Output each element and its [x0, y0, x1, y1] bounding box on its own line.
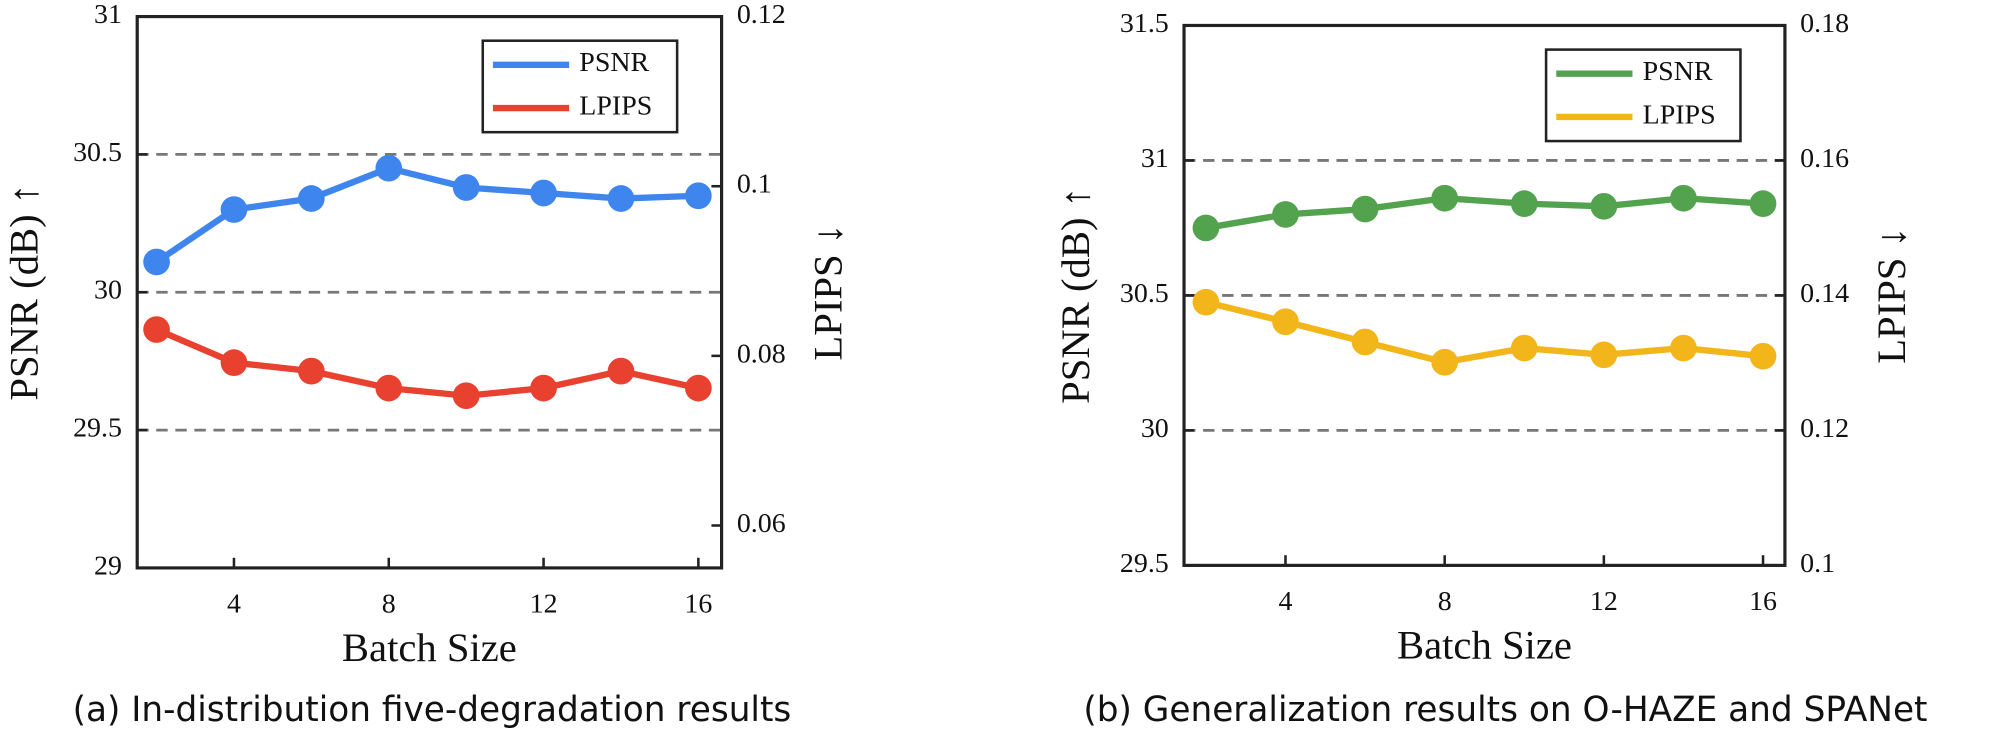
y-tick-label: 31 [94, 0, 122, 30]
y2-tick-label: 0.1 [1800, 548, 1835, 579]
legend-label: LPIPS [1643, 99, 1716, 130]
legend-label: PSNR [1643, 56, 1713, 87]
marker [452, 382, 480, 410]
marker [1670, 184, 1697, 212]
marker [143, 248, 170, 276]
y2-axis-title: LPIPS ↓ [805, 224, 850, 361]
y-axis-title: PSNR (dB) ↑ [1053, 187, 1098, 404]
marker [1590, 192, 1618, 220]
marker [1510, 190, 1538, 217]
x-tick-label: 4 [1279, 586, 1293, 617]
y-tick-label: 31.5 [1120, 8, 1169, 39]
y2-tick-label: 0.1 [737, 169, 772, 200]
x-tick-label: 12 [1590, 586, 1618, 617]
y-tick-label: 30 [1141, 413, 1169, 444]
y2-axis-title: LPIPS ↓ [1869, 227, 1914, 364]
x-tick-label: 12 [530, 588, 558, 619]
marker [1749, 190, 1777, 217]
marker [607, 185, 635, 212]
marker [1192, 214, 1220, 242]
marker [685, 182, 712, 210]
y-tick-label: 29 [94, 550, 122, 581]
caption: (a) In-distribution five-degradation res… [73, 690, 792, 730]
marker [375, 154, 403, 182]
y2-tick-label: 0.16 [1800, 143, 1849, 174]
marker [1590, 341, 1618, 369]
marker [530, 374, 557, 402]
y-tick-label: 31 [1141, 143, 1169, 174]
marker [530, 179, 557, 207]
marker [143, 316, 170, 343]
marker [1351, 195, 1379, 223]
marker [298, 185, 325, 212]
legend-label: LPIPS [579, 90, 652, 121]
marker [298, 357, 325, 385]
marker [375, 374, 403, 402]
marker [452, 174, 480, 201]
x-tick-label: 16 [684, 588, 712, 619]
marker [607, 357, 635, 385]
legend-label: PSNR [579, 47, 649, 78]
y-tick-label: 29.5 [1120, 548, 1169, 579]
y2-tick-label: 0.08 [737, 338, 786, 369]
y-axis-title: PSNR (dB) ↑ [1, 184, 46, 401]
legend-box [1544, 48, 1742, 143]
marker [1670, 334, 1697, 362]
x-tick-label: 16 [1749, 586, 1777, 617]
chart: 29 29.5 30 30.5 31 0.06 0.08 0.1 0.12 4 8 12 16 PSNR L… [1, 0, 850, 730]
marker [1272, 308, 1299, 336]
caption: (b) Generalization results on O-HAZE and… [1083, 690, 1927, 730]
y-tick-label: 29.5 [73, 412, 122, 443]
plot-frame [135, 14, 724, 570]
y2-tick-label: 0.06 [737, 508, 786, 539]
y-tick-label: 30.5 [73, 137, 122, 168]
x-tick-label: 4 [227, 588, 241, 619]
marker [220, 196, 248, 223]
marker [1192, 288, 1220, 316]
plot-frame [1182, 23, 1787, 567]
marker [220, 349, 248, 376]
y2-tick-label: 0.12 [737, 0, 786, 30]
x-axis-title: Batch Size [342, 625, 517, 670]
marker [1510, 334, 1538, 362]
y2-tick-label: 0.18 [1800, 8, 1849, 39]
marker [1431, 348, 1459, 376]
marker [1431, 184, 1459, 212]
x-axis-title: Batch Size [1397, 623, 1572, 668]
y-tick-label: 30 [94, 275, 122, 306]
chart: 29.5 30 30.5 31 31.5 0.1 0.12 0.14 0.16 0.18 4 8 12 1… [1053, 8, 1927, 730]
y-tick-label: 30.5 [1120, 278, 1169, 309]
x-tick-label: 8 [382, 588, 396, 619]
y2-tick-label: 0.14 [1800, 278, 1849, 309]
legend-box [481, 39, 679, 134]
marker [685, 374, 712, 402]
x-tick-label: 8 [1438, 586, 1452, 617]
marker [1351, 328, 1379, 356]
y2-tick-label: 0.12 [1800, 413, 1849, 444]
marker [1272, 201, 1299, 228]
marker [1749, 342, 1777, 370]
